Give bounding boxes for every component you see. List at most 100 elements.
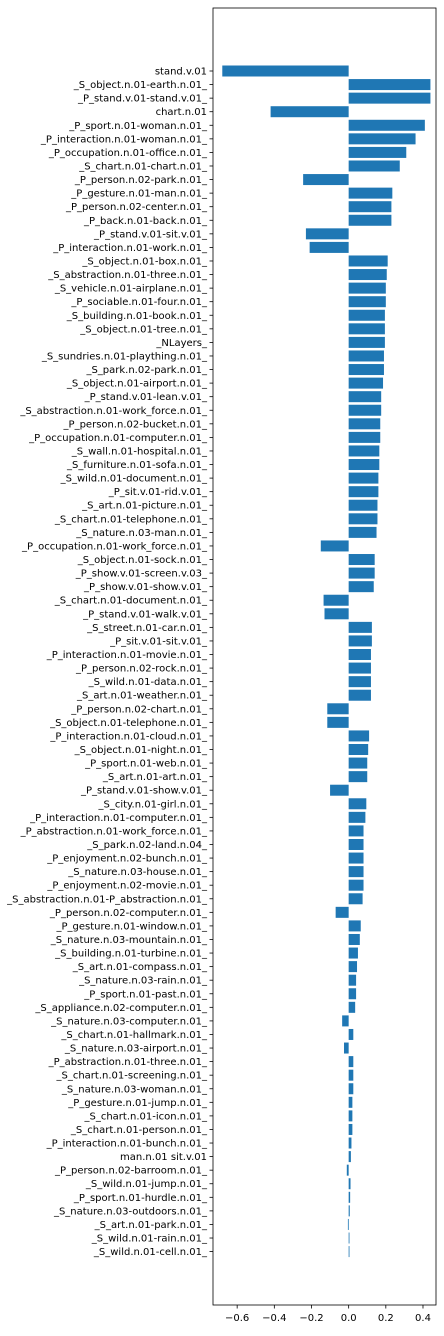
bar — [348, 282, 386, 294]
y-tick-label: _S_nature.n.03-man.n.01_ — [75, 528, 208, 539]
y-tick-label: _P_person.n.02-computer.n.01_ — [49, 908, 208, 919]
bar — [348, 350, 384, 362]
bar — [348, 146, 407, 158]
y-tick-label: _P_abstraction.n.01-work_force.n.01_ — [20, 826, 208, 837]
bar — [348, 838, 364, 850]
y-tick-label: _S_object.n.01-telephone.n.01_ — [49, 718, 208, 729]
y-tick-label: _S_appliance.n.02-computer.n.01_ — [34, 1003, 208, 1014]
y-tick-label: _S_art.n.01-compass.n.01_ — [72, 962, 208, 973]
y-tick-label: _S_chart.n.01-chart.n.01_ — [78, 161, 208, 172]
bar — [327, 716, 349, 728]
bar — [348, 621, 372, 633]
bar — [348, 1246, 350, 1258]
y-tick-label: _S_nature.n.03-mountain.n.01_ — [50, 935, 208, 946]
y-tick-label: _P_person.n.02-park.n.01_ — [74, 175, 208, 186]
y-tick-label: _S_chart.n.01-icon.n.01_ — [83, 1111, 208, 1122]
bar — [324, 608, 349, 620]
y-tick-label: _P_back.n.01-back.n.01_ — [83, 216, 208, 227]
y-tick-label: _P_abstraction.n.01-three.n.01_ — [48, 1057, 208, 1068]
bar — [348, 811, 366, 823]
y-tick-label: _S_chart.n.01-hallmark.n.01_ — [60, 1030, 208, 1041]
y-tick-label: _S_city.n.01-girl.n.01_ — [97, 799, 208, 810]
y-tick-label: _P_interaction.n.01-bunch.n.01_ — [46, 1139, 208, 1150]
y-tick-label: man.n.01 sit.v.01 — [120, 1152, 207, 1163]
y-tick-label: _S_wall.n.01-hospital.n.01_ — [71, 446, 208, 457]
bar — [348, 499, 378, 511]
y-tick-label: _S_object.n.01-earth.n.01_ — [73, 80, 208, 91]
bar — [348, 418, 381, 430]
y-tick-label: _P_occupation.n.01-computer.n.01_ — [28, 433, 208, 444]
y-tick-label: _P_person.n.02-rock.n.01_ — [75, 664, 208, 675]
bar — [348, 269, 387, 281]
bar — [348, 255, 388, 267]
y-tick-label: _S_building.n.01-turbine.n.01_ — [54, 949, 208, 960]
y-tick-label: _P_stand.v.01-lean.v.01_ — [84, 392, 208, 403]
bar — [348, 635, 372, 647]
bar — [327, 703, 349, 715]
bar — [330, 784, 349, 796]
bar — [342, 1015, 349, 1027]
bar — [305, 228, 349, 240]
bar — [309, 241, 349, 253]
bar — [348, 391, 382, 403]
bar — [347, 1218, 349, 1230]
bar — [348, 1123, 353, 1135]
bar — [348, 798, 367, 810]
bar — [348, 214, 392, 226]
y-tick-label: _P_occupation.n.01-office.n.01_ — [48, 148, 208, 159]
y-tick-label: _P_stand.v.01-sit.v.01_ — [93, 229, 208, 240]
y-tick-label: _P_person.n.02-chart.n.01_ — [70, 704, 208, 715]
bar — [222, 65, 349, 77]
y-tick-label: _S_object.n.01-airport.n.01_ — [66, 379, 208, 390]
y-tick-label: _S_abstraction.n.01-work_force.n.01_ — [19, 406, 208, 417]
bar — [348, 119, 425, 131]
bar — [348, 160, 400, 172]
bar — [348, 445, 380, 457]
y-tick-label: _S_nature.n.03-rain.n.01_ — [78, 976, 208, 987]
x-tick-label: 0.4 — [415, 1313, 431, 1324]
y-tick-label: _S_chart.n.01-screening.n.01_ — [56, 1071, 208, 1082]
bar — [348, 323, 385, 335]
bar — [320, 540, 349, 552]
bar — [348, 1205, 350, 1217]
bar — [348, 1110, 353, 1122]
y-tick-label: _P_interaction.n.01-cloud.n.01_ — [49, 731, 208, 742]
y-tick-label: _S_nature.n.03-airport.n.01_ — [64, 1044, 208, 1055]
y-tick-label: _S_wild.n.01-cell.n.01_ — [93, 1247, 208, 1258]
y-tick-label: _P_gesture.n.01-window.n.01_ — [55, 921, 208, 932]
y-tick-label: _S_abstraction.n.01-three.n.01_ — [47, 270, 208, 281]
y-tick-label: _S_wild.n.01-data.n.01_ — [88, 677, 208, 688]
bar — [348, 920, 361, 932]
y-tick-label: _S_chart.n.01-person.n.01_ — [70, 1125, 208, 1136]
bar — [348, 866, 364, 878]
y-tick-label: _P_person.n.02-center.n.01_ — [65, 202, 208, 213]
bar — [348, 947, 358, 959]
bar — [348, 825, 364, 837]
bar — [348, 472, 379, 484]
bar — [348, 79, 431, 91]
bar — [348, 662, 371, 674]
bars-layer — [222, 65, 431, 1258]
bar — [348, 676, 371, 688]
y-tick-label: _S_art.n.01-weather.n.01_ — [76, 691, 208, 702]
bar — [348, 486, 379, 498]
bar — [348, 730, 370, 742]
bar — [348, 933, 360, 945]
y-tick-label: _S_sundries.n.01-plaything.n.01_ — [41, 351, 208, 362]
y-tick-label: _P_interaction.n.01-computer.n.01_ — [29, 813, 208, 824]
y-tick-label: _P_person.n.02-barroom.n.01_ — [54, 1166, 208, 1177]
y-tick-label: _S_object.n.01-box.n.01_ — [81, 256, 208, 267]
y-tick-label: _P_sit.v.01-sit.v.01_ — [109, 636, 208, 647]
bar — [348, 513, 378, 525]
bar — [348, 431, 381, 443]
bar — [348, 1232, 350, 1244]
y-tick-label: _NLayers_ — [155, 338, 208, 349]
y-tick-label: _S_wild.n.01-jump.n.01_ — [85, 1179, 208, 1190]
bar — [348, 1069, 354, 1081]
bar — [348, 649, 371, 661]
y-tick-label: _P_interaction.n.01-movie.n.01_ — [46, 650, 208, 661]
y-tick-label: _P_enjoyment.n.02-bunch.n.01_ — [46, 854, 208, 865]
bar — [348, 974, 357, 986]
x-tick-label: 0.2 — [378, 1313, 394, 1324]
y-tick-label: _P_gesture.n.01-jump.n.01_ — [67, 1098, 208, 1109]
